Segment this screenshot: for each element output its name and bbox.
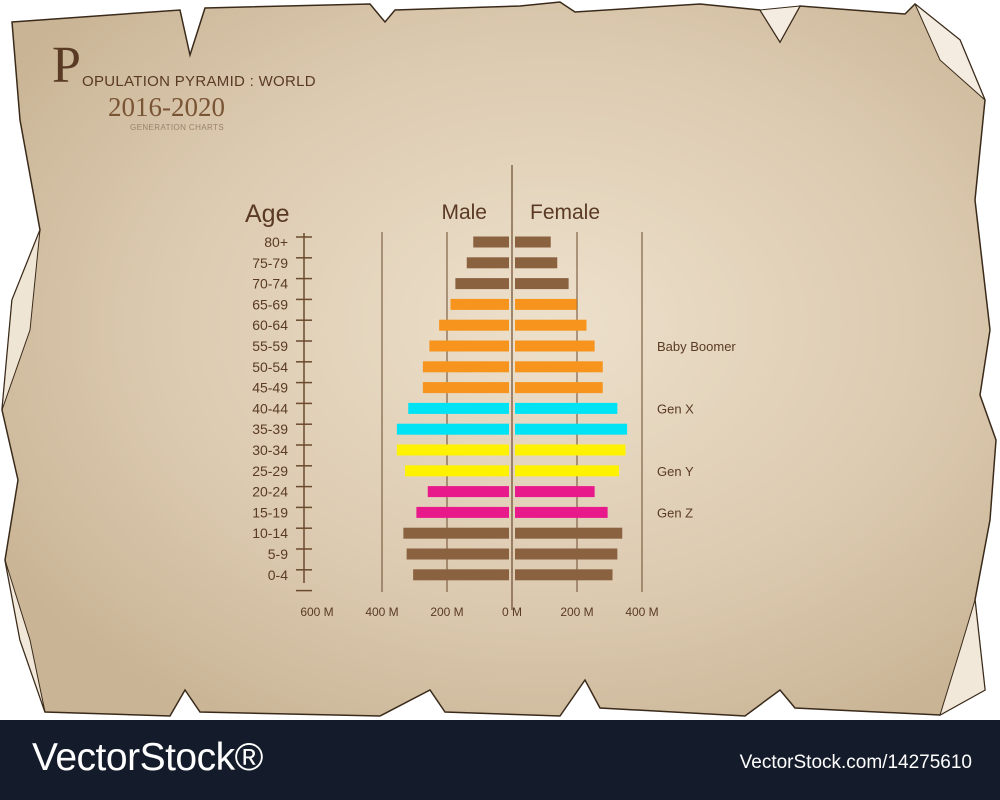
male-bar (413, 569, 509, 581)
age-label: 70-74 (252, 276, 288, 292)
age-label: 55-59 (252, 338, 288, 354)
chart-title: OPULATION PYRAMID : WORLD (82, 73, 316, 90)
x-tick-label: 600 M (300, 605, 333, 619)
generation-label: Gen Z (657, 505, 693, 520)
title-initial: P (52, 37, 81, 94)
female-bar (515, 382, 603, 394)
female-bar (515, 319, 587, 331)
age-label: 40-44 (252, 400, 288, 416)
male-bar (427, 486, 509, 498)
population-pyramid-chart: Age Male Female 80+ 75-79 70-74 65-69 60-64 5… (245, 165, 736, 619)
age-label: 45-49 (252, 380, 288, 396)
female-bar (515, 278, 569, 290)
male-bar (473, 236, 509, 248)
female-bar (515, 569, 613, 581)
male-bar (422, 361, 509, 373)
age-ticks (296, 236, 312, 592)
chart-years: 2016-2020 (108, 92, 225, 122)
female-bar (515, 527, 623, 539)
age-label: 35-39 (252, 421, 288, 437)
age-axis-title: Age (245, 200, 289, 228)
age-label: 50-54 (252, 359, 288, 375)
male-bar (455, 278, 509, 290)
male-bar (429, 340, 509, 352)
female-bar (515, 506, 608, 518)
age-label: 30-34 (252, 442, 288, 458)
age-label: 25-29 (252, 463, 288, 479)
female-label: Female (530, 201, 600, 224)
age-label: 20-24 (252, 484, 288, 500)
age-label: 60-64 (252, 317, 288, 333)
x-tick-label: 400 M (625, 605, 658, 619)
age-label: 75-79 (252, 255, 288, 271)
female-bar (515, 402, 618, 414)
bars (396, 236, 628, 581)
female-bar (515, 486, 595, 498)
age-labels: 80+ 75-79 70-74 65-69 60-64 55-59 50-54 45-49 40… (252, 234, 288, 583)
chart-subtitle: GENERATION CHARTS (130, 123, 225, 132)
male-bar (406, 548, 509, 560)
footer-bar (0, 720, 1000, 800)
x-tick-label: 0 M (502, 605, 522, 619)
generation-labels: Baby Boomer Gen X Gen Y Gen Z (657, 339, 736, 520)
age-label: 80+ (264, 234, 288, 250)
x-tick-label: 200 M (560, 605, 593, 619)
brand-logo: VectorStock® (32, 736, 263, 779)
male-bar (403, 527, 509, 539)
image-id: VectorStock.com/14275610 (739, 752, 972, 773)
female-bar (515, 236, 551, 248)
age-label: 65-69 (252, 296, 288, 312)
age-label: 15-19 (252, 504, 288, 520)
female-bar (515, 444, 626, 456)
age-label: 5-9 (268, 546, 288, 562)
female-bar (515, 465, 619, 477)
male-label: Male (441, 201, 487, 224)
female-bar (515, 548, 618, 560)
female-bar (515, 298, 577, 310)
male-bar (396, 444, 509, 456)
male-bar (450, 298, 509, 310)
male-bar (416, 506, 509, 518)
male-bar (422, 382, 509, 394)
female-bar (515, 361, 603, 373)
x-axis-labels: 600 M 400 M 200 M 0 M 200 M 400 M (300, 605, 658, 619)
female-bar (515, 340, 595, 352)
x-tick-label: 200 M (430, 605, 463, 619)
male-bar (439, 319, 509, 331)
age-label: 0-4 (268, 567, 288, 583)
female-bar (515, 423, 628, 435)
female-bar (515, 257, 558, 269)
generation-label: Baby Boomer (657, 339, 736, 354)
parchment-background (1, 1, 997, 717)
male-bar (396, 423, 509, 435)
male-bar (466, 257, 509, 269)
generation-label: Gen X (657, 401, 694, 416)
male-bar (405, 465, 509, 477)
male-bar (408, 402, 509, 414)
generation-label: Gen Y (657, 464, 694, 479)
x-tick-label: 400 M (365, 605, 398, 619)
age-label: 10-14 (252, 525, 288, 541)
